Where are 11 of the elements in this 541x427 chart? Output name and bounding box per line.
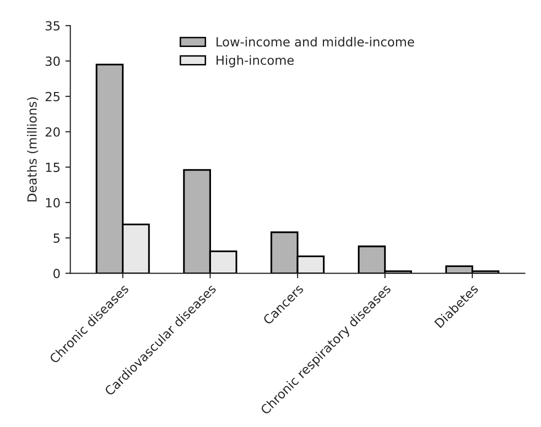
legend-label: Low-income and middle-income	[216, 36, 414, 47]
y-tick-label: 10	[46, 198, 60, 208]
legend-label: High-income	[216, 55, 294, 68]
y-tick-label: 0	[53, 268, 60, 278]
y-tick-label: 35	[46, 21, 60, 31]
y-axis-title: Deaths (millions)	[27, 97, 38, 202]
y-tick-label: 5	[54, 234, 60, 243]
y-tick-label: 20	[46, 127, 60, 137]
y-tick-label: 30	[46, 56, 60, 66]
y-tick-label: 15	[46, 162, 60, 172]
y-tick-label: 25	[46, 92, 60, 102]
